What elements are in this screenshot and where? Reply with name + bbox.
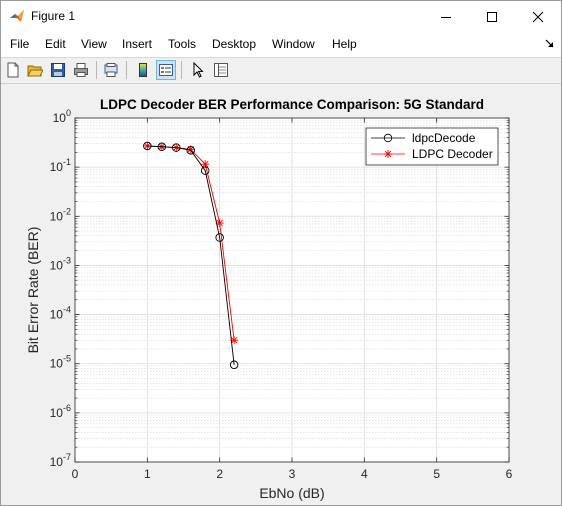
- menu-insert[interactable]: Insert: [122, 37, 153, 51]
- y-tick-label: 10-6: [50, 403, 71, 420]
- data-point-ldpcdecode: [157, 142, 167, 151]
- insert-colorbar-icon: [139, 63, 147, 77]
- matlab-logo-icon: [10, 10, 24, 22]
- data-point-ldpcdecode: [229, 360, 239, 370]
- y-tick-label: 10-4: [50, 305, 71, 322]
- menu-desktop[interactable]: Desktop: [212, 37, 257, 51]
- data-point-ldpcdecode: [143, 141, 152, 151]
- legend-label-ldpcdecode: ldpcDecode: [412, 131, 476, 145]
- series-layer: [143, 141, 239, 370]
- print-preview-button[interactable]: [101, 60, 121, 80]
- property-inspector-icon: [214, 63, 228, 77]
- insert-legend-icon: [159, 64, 173, 76]
- toolbar-separator: [96, 61, 97, 79]
- x-tick-labels: 0 1 2 3 4 5 6: [72, 467, 513, 481]
- maximize-button[interactable]: [469, 1, 515, 32]
- x-tick-label: 4: [361, 467, 368, 481]
- y-tick-label: 10-2: [50, 206, 71, 223]
- menu-bar: File Edit View Insert Tools Desktop Wind…: [1, 32, 561, 58]
- data-point-ldpcdecode: [186, 146, 195, 155]
- y-tick-label: 10-3: [50, 255, 71, 272]
- y-axis-label: Bit Error Rate (BER): [25, 227, 41, 354]
- print-icon: [74, 63, 88, 77]
- new-figure-icon: [7, 62, 19, 78]
- chart-title: LDPC Decoder BER Performance Comparison:…: [100, 97, 484, 112]
- open-file-icon: [27, 65, 43, 77]
- save-icon: [51, 63, 65, 77]
- y-tick-label: 10-7: [50, 452, 71, 469]
- property-inspector-button[interactable]: [211, 60, 231, 80]
- menu-help[interactable]: Help: [332, 37, 357, 51]
- close-icon: [532, 11, 544, 22]
- insert-colorbar-button[interactable]: [133, 60, 153, 80]
- axis-ticks: [74, 117, 510, 463]
- maximize-icon: [487, 11, 497, 22]
- y-tick-label: 10-5: [50, 354, 71, 371]
- toolbar-separator: [126, 61, 127, 79]
- print-button[interactable]: [71, 60, 91, 80]
- menu-view[interactable]: View: [81, 37, 107, 51]
- data-point-ldpcdecode: [215, 233, 224, 242]
- new-figure-button[interactable]: [3, 60, 23, 80]
- menu-window[interactable]: Window: [272, 37, 315, 51]
- data-point-ldpc-decoder: [215, 219, 224, 228]
- menu-file[interactable]: File: [10, 37, 30, 51]
- data-point-ldpcdecode: [172, 143, 181, 152]
- legend[interactable]: ldpcDecode LDPC Decoder: [365, 127, 499, 166]
- y-tick-label: 100: [53, 108, 71, 125]
- save-button[interactable]: [48, 60, 68, 80]
- y-tick-label: 10-1: [50, 157, 71, 174]
- title-bar: Figure 1: [1, 1, 561, 32]
- data-point-ldpcdecode: [200, 166, 210, 175]
- series-line-ldpcdecode: [147, 145, 235, 365]
- toolbar-separator: [181, 61, 182, 79]
- x-tick-label: 6: [506, 467, 513, 481]
- y-tick-labels: 10-7 10-6 10-5 10-4 10-3 10-2 10-1 100: [50, 108, 71, 469]
- insert-legend-button[interactable]: [156, 60, 176, 80]
- legend-asterisk-shape: [384, 150, 392, 158]
- menu-tools[interactable]: Tools: [168, 37, 197, 51]
- menu-edit[interactable]: Edit: [45, 37, 66, 51]
- x-axis-label: EbNo (dB): [259, 485, 324, 501]
- edit-plot-button[interactable]: [188, 60, 208, 80]
- dock-arrow-icon[interactable]: [545, 39, 555, 49]
- open-file-button[interactable]: [25, 60, 45, 80]
- x-tick-label: 2: [216, 467, 223, 481]
- figure-toolbar: [1, 58, 561, 84]
- minimize-button[interactable]: [423, 1, 469, 32]
- legend-marker-ldpc-decoder: [384, 150, 392, 158]
- x-tick-label: 5: [433, 467, 440, 481]
- print-preview-icon: [104, 63, 118, 77]
- edit-plot-icon: [193, 62, 204, 78]
- minimize-icon: [441, 16, 451, 18]
- x-tick-label: 1: [144, 467, 151, 481]
- close-button[interactable]: [515, 1, 561, 32]
- window-title: Figure 1: [31, 9, 76, 23]
- x-tick-label: 3: [289, 467, 296, 481]
- legend-marker-ldpcdecode: [383, 133, 393, 143]
- legend-label-ldpc-decoder: LDPC Decoder: [412, 147, 493, 161]
- x-tick-label: 0: [72, 467, 79, 481]
